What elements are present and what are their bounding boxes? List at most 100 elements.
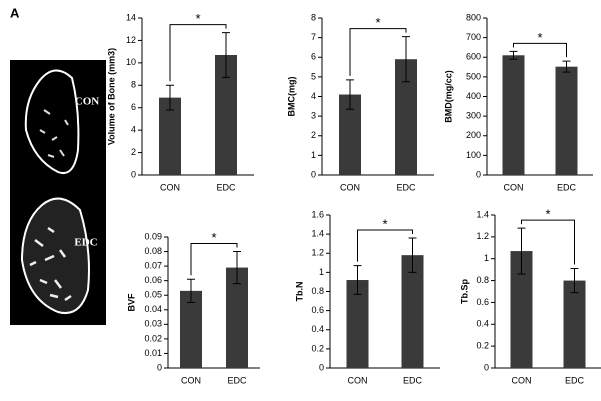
x-tick-label: CON — [348, 375, 368, 385]
y-tick-label: 0 — [484, 362, 489, 372]
y-tick-label: 0.2 — [311, 343, 324, 353]
bar — [180, 290, 202, 368]
bar-chart: 0 0.2 0.4 0.6 0.8 1 1.2 1.4 1.6 Tb.N CON EDC * — [294, 209, 440, 385]
x-tick-label: CON — [512, 375, 532, 385]
y-tick-label: 0.09 — [144, 231, 162, 241]
y-tick-label: 700 — [466, 32, 481, 42]
y-tick-label: 0.05 — [144, 290, 162, 300]
y-tick-label: 1 — [311, 150, 316, 160]
bar — [395, 59, 417, 175]
x-tick-label: EDC — [396, 182, 416, 192]
y-tick-label: 0 — [157, 362, 162, 372]
bar-chart: 0 2 4 6 8 10 12 14 Volume of Bone (mm3) CON EDC * — [106, 11, 254, 192]
image-label: EDC — [74, 237, 97, 249]
ct-image: CON EDC — [10, 60, 106, 325]
y-tick-label: 1.6 — [311, 209, 324, 219]
y-tick-label: 1.2 — [311, 248, 324, 258]
y-axis-label: Tb.Sp — [459, 279, 469, 304]
y-tick-label: 0 — [311, 169, 316, 179]
bar — [226, 267, 248, 368]
y-tick-label: 0 — [131, 169, 136, 179]
y-tick-label: 3 — [311, 111, 316, 121]
significance-marker: * — [537, 30, 542, 45]
y-tick-label: 6 — [131, 102, 136, 112]
y-tick-label: 12 — [126, 35, 136, 45]
bone-outline — [20, 197, 90, 314]
significance-bracket — [521, 219, 575, 265]
y-axis-label: Tb.N — [294, 282, 304, 302]
y-tick-label: 14 — [126, 12, 136, 22]
y-axis-label: BMC(mg) — [286, 77, 296, 117]
significance-marker: * — [375, 15, 380, 30]
bar-chart: 0 100 200 300 400 500 600 700 800 BMD(mg/cc) CON ED… — [443, 12, 593, 192]
error-bar — [408, 237, 417, 273]
error-bar — [187, 278, 195, 303]
bar-chart: 0 0.01 0.02 0.03 0.04 0.05 0.06 0.07 0.08 0.09 BVF… — [126, 230, 260, 385]
bar-chart: 0 1 2 3 4 5 6 7 8 BMC(mg) CON EDC * — [286, 12, 434, 192]
x-tick-label: CON — [160, 182, 180, 192]
y-tick-label: 8 — [131, 80, 136, 90]
y-tick-label: 1 — [319, 267, 324, 277]
y-tick-label: 0.04 — [144, 304, 162, 314]
x-tick-label: CON — [504, 182, 524, 192]
y-tick-label: 100 — [466, 150, 481, 160]
y-tick-label: 400 — [466, 91, 481, 101]
significance-bracket — [357, 229, 413, 262]
y-tick-label: 0.02 — [144, 333, 162, 343]
error-bar — [517, 227, 526, 275]
significance-marker: * — [545, 207, 550, 222]
error-bar — [562, 60, 571, 73]
y-tick-label: 0.07 — [144, 260, 162, 270]
y-tick-label: 300 — [466, 111, 481, 121]
bar — [555, 66, 578, 175]
y-tick-label: 0 — [319, 362, 324, 372]
bone-texture — [29, 226, 72, 302]
x-tick-label: EDC — [557, 182, 577, 192]
significance-marker: * — [211, 230, 216, 245]
bar — [510, 251, 533, 368]
y-tick-label: 0.4 — [311, 324, 324, 334]
y-tick-label: 2 — [311, 130, 316, 140]
y-tick-label: 1.2 — [476, 231, 489, 241]
bar — [339, 94, 361, 175]
y-tick-label: 0.2 — [476, 341, 489, 351]
x-tick-label: CON — [340, 182, 360, 192]
y-axis-label: BVF — [126, 293, 136, 312]
significance-bracket — [513, 42, 567, 58]
bone-texture — [39, 109, 69, 158]
y-tick-label: 0.6 — [311, 305, 324, 315]
y-tick-label: 6 — [311, 52, 316, 62]
bar — [502, 55, 525, 175]
significance-bracket — [169, 24, 227, 82]
x-tick-label: EDC — [216, 182, 236, 192]
y-tick-label: 0.8 — [476, 275, 489, 285]
significance-marker: * — [382, 216, 387, 231]
significance-bracket — [190, 243, 238, 276]
y-tick-label: 0.8 — [311, 286, 324, 296]
y-axis-label: BMD(mg/cc) — [443, 70, 453, 123]
significance-marker: * — [195, 11, 200, 26]
y-axis-label: Volume of Bone (mm3) — [106, 48, 116, 145]
error-bar — [346, 79, 354, 110]
x-tick-label: EDC — [227, 375, 247, 385]
y-tick-label: 10 — [126, 57, 136, 67]
significance-bracket — [349, 28, 407, 76]
x-tick-label: EDC — [403, 375, 423, 385]
x-tick-label: CON — [181, 375, 201, 385]
bar-chart: 0 0.2 0.4 0.6 0.8 1 1.2 1.4 Tb.Sp CON EDC * — [459, 207, 601, 385]
y-tick-label: 800 — [466, 12, 481, 22]
y-tick-label: 7 — [311, 32, 316, 42]
error-bar — [402, 36, 410, 83]
error-bar — [353, 265, 362, 295]
bar — [159, 97, 181, 175]
y-tick-label: 2 — [131, 147, 136, 157]
y-tick-label: 200 — [466, 130, 481, 140]
error-bar — [166, 84, 174, 111]
y-tick-label: 0.4 — [476, 319, 489, 329]
y-tick-label: 0 — [476, 169, 481, 179]
y-tick-label: 1.4 — [476, 209, 489, 219]
x-tick-label: EDC — [565, 375, 585, 385]
y-tick-label: 500 — [466, 71, 481, 81]
